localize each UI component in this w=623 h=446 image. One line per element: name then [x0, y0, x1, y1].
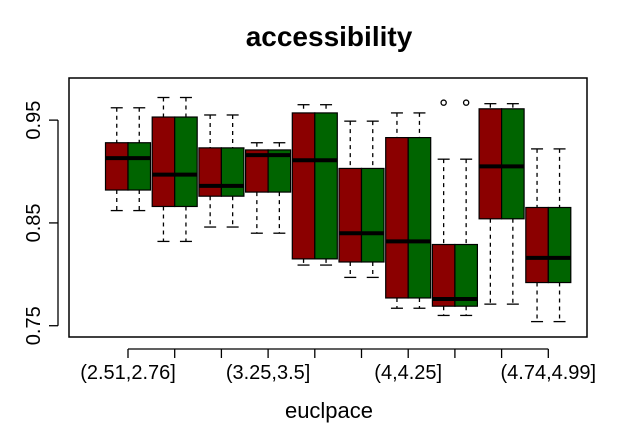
x-tick-label: (3.25,3.5]: [226, 362, 311, 384]
box-series-a: [291, 112, 316, 260]
box-series-b: [220, 147, 245, 197]
box-series-b: [267, 149, 292, 193]
chart-title: accessibility: [246, 21, 413, 52]
box-series-b: [127, 142, 152, 191]
box-series-a: [431, 243, 456, 307]
plot-frame: [68, 77, 588, 338]
box-series-a: [338, 167, 363, 263]
box-series-a: [385, 136, 409, 299]
outlier-point: [462, 99, 470, 106]
box-group-layer: [104, 96, 572, 323]
box-series-b: [547, 206, 572, 284]
x-tick-label: (4.74,4.99]: [500, 362, 596, 384]
box-series-b: [360, 167, 385, 263]
box-series-a: [478, 108, 503, 220]
box-series-b: [407, 136, 432, 299]
outlier-point: [440, 99, 447, 106]
y-axis: 0.75 0.85 0.95: [23, 101, 59, 345]
box-series-a: [104, 142, 129, 191]
box-series-b: [454, 243, 478, 307]
y-tick-label: 0.95: [23, 101, 45, 140]
y-tick-label: 0.85: [23, 203, 45, 242]
box-series-b: [174, 116, 198, 208]
box-series-b: [314, 112, 338, 260]
x-axis: (2.51,2.76] (3.25,3.5] (4,4.25] (4.74,4.99]: [80, 348, 596, 384]
box-series-b: [501, 108, 525, 220]
box-series-a: [198, 147, 222, 197]
box-series-a: [525, 206, 549, 284]
y-tick-label: 0.75: [23, 306, 45, 345]
box-series-a: [151, 116, 176, 208]
x-tick-label: (4,4.25]: [374, 362, 442, 384]
x-axis-label: euclpace: [285, 398, 373, 423]
x-tick-label: (2.51,2.76]: [80, 362, 176, 384]
